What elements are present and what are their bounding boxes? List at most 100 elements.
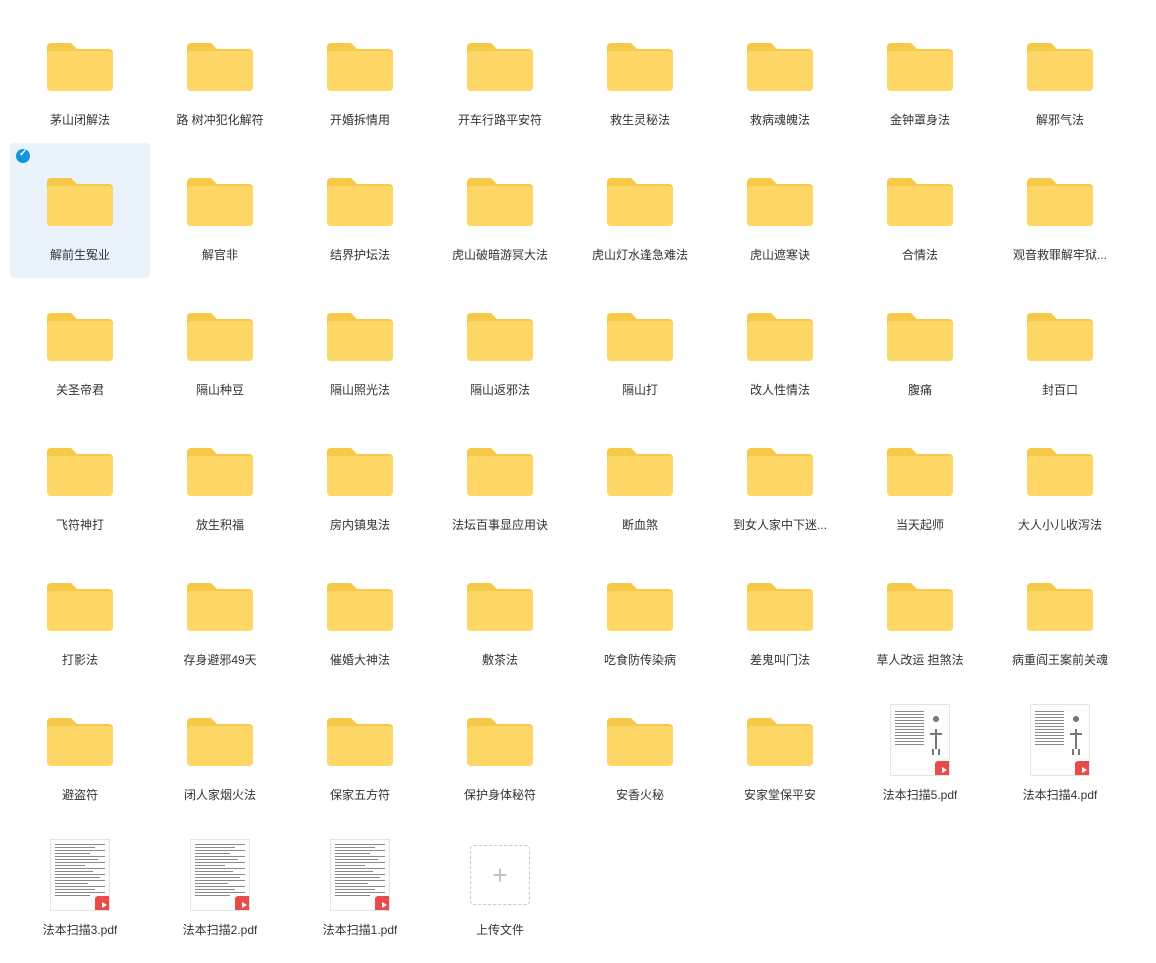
folder-item[interactable]: 房内镇鬼法 (290, 413, 430, 548)
folder-item[interactable]: 敷茶法 (430, 548, 570, 683)
folder-item[interactable]: 虎山破暗游冥大法 (430, 143, 570, 278)
folder-item[interactable]: 茅山闭解法 (10, 8, 150, 143)
folder-item[interactable]: 安香火秘 (570, 683, 710, 818)
folder-item[interactable]: 虎山遮寒诀 (710, 143, 850, 278)
folder-icon (47, 172, 113, 228)
folder-icon (47, 577, 113, 633)
folder-item[interactable]: 开婚拆情用 (290, 8, 430, 143)
folder-item[interactable]: 封百口 (990, 278, 1130, 413)
file-item-pdf[interactable]: 法本扫描5.pdf (850, 683, 990, 818)
folder-item[interactable]: 合情法 (850, 143, 990, 278)
file-grid: 茅山闭解法 路 树冲犯化解符 开婚拆情用 开车行路平安符 救生灵秘法 救病魂魄法… (0, 8, 1156, 953)
item-label: 大人小儿收泻法 (1018, 516, 1102, 533)
folder-item[interactable]: 隔山返邪法 (430, 278, 570, 413)
folder-item[interactable]: 保家五方符 (290, 683, 430, 818)
folder-item[interactable]: 断血煞 (570, 413, 710, 548)
item-label: 放生积福 (196, 516, 244, 533)
item-label: 法本扫描5.pdf (883, 786, 958, 803)
folder-icon (887, 172, 953, 228)
pdf-badge-icon (95, 896, 110, 911)
item-label: 封百口 (1042, 381, 1078, 398)
folder-icon (47, 442, 113, 498)
file-item-pdf[interactable]: 法本扫描1.pdf (290, 818, 430, 953)
folder-item[interactable]: 开车行路平安符 (430, 8, 570, 143)
folder-item[interactable]: 隔山照光法 (290, 278, 430, 413)
pdf-badge-icon (375, 896, 390, 911)
folder-icon (467, 442, 533, 498)
file-item-pdf[interactable]: 法本扫描4.pdf (990, 683, 1130, 818)
folder-item[interactable]: 保护身体秘符 (430, 683, 570, 818)
item-label: 保家五方符 (330, 786, 390, 803)
folder-item[interactable]: 打影法 (10, 548, 150, 683)
pdf-thumbnail (50, 839, 110, 911)
pdf-badge-icon (1075, 761, 1090, 776)
folder-item[interactable]: 改人性情法 (710, 278, 850, 413)
folder-item[interactable]: 观音救罪解牢狱... (990, 143, 1130, 278)
folder-item[interactable]: 差鬼叫门法 (710, 548, 850, 683)
item-label: 病重阎王案前关魂 (1012, 651, 1108, 668)
item-label: 开婚拆情用 (330, 111, 390, 128)
folder-item[interactable]: 救病魂魄法 (710, 8, 850, 143)
folder-item[interactable]: 隔山打 (570, 278, 710, 413)
item-label: 飞符神打 (56, 516, 104, 533)
folder-icon (187, 577, 253, 633)
folder-item[interactable]: 病重阎王案前关魂 (990, 548, 1130, 683)
folder-icon (1027, 307, 1093, 363)
item-label: 房内镇鬼法 (330, 516, 390, 533)
folder-item[interactable]: 避盗符 (10, 683, 150, 818)
folder-item[interactable]: 放生积福 (150, 413, 290, 548)
pdf-thumbnail (1030, 704, 1090, 776)
pdf-thumbnail (890, 704, 950, 776)
folder-item[interactable]: 大人小儿收泻法 (990, 413, 1130, 548)
folder-item[interactable]: 解前生冤业 (10, 143, 150, 278)
folder-icon (467, 37, 533, 93)
folder-item[interactable]: 存身避邪49天 (150, 548, 290, 683)
folder-icon (887, 577, 953, 633)
folder-icon (1027, 577, 1093, 633)
folder-item[interactable]: 安家堂保平安 (710, 683, 850, 818)
item-label: 闭人家烟火法 (184, 786, 256, 803)
item-label: 路 树冲犯化解符 (176, 111, 263, 128)
upload-button[interactable]: +上传文件 (430, 818, 570, 953)
folder-icon (1027, 37, 1093, 93)
folder-item[interactable]: 闭人家烟火法 (150, 683, 290, 818)
folder-item[interactable]: 关圣帝君 (10, 278, 150, 413)
folder-icon (327, 442, 393, 498)
folder-item[interactable]: 解官非 (150, 143, 290, 278)
file-item-pdf[interactable]: 法本扫描2.pdf (150, 818, 290, 953)
item-label: 结界护坛法 (330, 246, 390, 263)
folder-item[interactable]: 腹痛 (850, 278, 990, 413)
item-label: 隔山种豆 (196, 381, 244, 398)
folder-item[interactable]: 金钟罩身法 (850, 8, 990, 143)
pdf-thumbnail (330, 839, 390, 911)
folder-icon (467, 172, 533, 228)
folder-icon (187, 172, 253, 228)
item-label: 催婚大神法 (330, 651, 390, 668)
folder-item[interactable]: 解邪气法 (990, 8, 1130, 143)
folder-icon (607, 577, 673, 633)
folder-item[interactable]: 救生灵秘法 (570, 8, 710, 143)
folder-icon (187, 307, 253, 363)
item-label: 腹痛 (908, 381, 932, 398)
folder-item[interactable]: 隔山种豆 (150, 278, 290, 413)
folder-icon (747, 442, 813, 498)
folder-item[interactable]: 吃食防传染病 (570, 548, 710, 683)
folder-icon (467, 577, 533, 633)
folder-item[interactable]: 飞符神打 (10, 413, 150, 548)
folder-icon (1027, 172, 1093, 228)
folder-item[interactable]: 当天起师 (850, 413, 990, 548)
folder-item[interactable]: 法坛百事显应用诀 (430, 413, 570, 548)
item-label: 救病魂魄法 (750, 111, 810, 128)
file-item-pdf[interactable]: 法本扫描3.pdf (10, 818, 150, 953)
folder-item[interactable]: 虎山灯水逢急难法 (570, 143, 710, 278)
folder-item[interactable]: 到女人家中下迷... (710, 413, 850, 548)
folder-icon (327, 37, 393, 93)
folder-icon (467, 307, 533, 363)
folder-icon (47, 37, 113, 93)
folder-item[interactable]: 结界护坛法 (290, 143, 430, 278)
item-label: 吃食防传染病 (604, 651, 676, 668)
folder-item[interactable]: 路 树冲犯化解符 (150, 8, 290, 143)
folder-item[interactable]: 草人改运 担煞法 (850, 548, 990, 683)
item-label: 上传文件 (476, 921, 524, 938)
folder-item[interactable]: 催婚大神法 (290, 548, 430, 683)
